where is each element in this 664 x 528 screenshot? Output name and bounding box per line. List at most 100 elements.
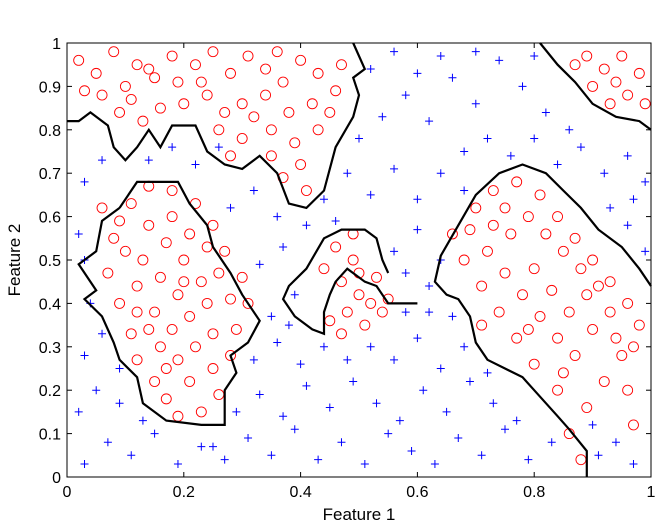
y-tick-label: 0.2 [39, 383, 61, 400]
circle-point [592, 280, 604, 292]
circle-point [143, 219, 155, 231]
plus-point [506, 151, 515, 160]
circle-point [166, 50, 178, 62]
plus-point [80, 459, 89, 468]
plus-point [290, 290, 299, 299]
plus-point [249, 186, 258, 195]
circle-point [557, 367, 569, 379]
circle-point [190, 341, 201, 353]
circle-point [604, 306, 616, 318]
plus-point [360, 459, 369, 468]
circle-point [119, 245, 131, 257]
circle-point [557, 245, 569, 257]
circle-point [236, 133, 248, 144]
decision-boundary-line [433, 163, 652, 477]
circle-point [137, 254, 149, 266]
plus-point [302, 381, 311, 390]
circle-point [195, 76, 207, 88]
plus-point [419, 386, 428, 395]
plus-point [460, 186, 469, 195]
circle-point [160, 237, 172, 249]
circle-point [540, 228, 552, 240]
circle-point [248, 111, 260, 123]
plus-point [349, 377, 358, 386]
circle-point [633, 67, 645, 79]
y-tick-label: 0.4 [39, 296, 61, 313]
y-tick-label: 0.8 [39, 123, 61, 140]
plus-point [407, 446, 416, 455]
plus-point [611, 438, 620, 447]
circle-point [149, 376, 161, 387]
circle-point [289, 137, 301, 149]
circle-point [225, 67, 236, 79]
circle-point [265, 124, 277, 136]
circle-point [184, 228, 196, 240]
plus-point [541, 108, 550, 117]
circle-point [522, 323, 534, 335]
circle-point [260, 89, 272, 101]
x-tick-label: 0.4 [289, 484, 311, 501]
circle-point [470, 202, 482, 214]
circle-point [353, 289, 365, 301]
circle-point [242, 50, 254, 62]
plus-point [319, 342, 328, 351]
y-tick-label: 0.1 [39, 427, 61, 444]
circle-point [458, 254, 470, 266]
circle-point [336, 59, 347, 71]
plus-point [530, 134, 539, 143]
circle-point [587, 323, 599, 335]
plus-point [448, 73, 457, 82]
plus-point [331, 216, 340, 225]
circle-point [96, 89, 108, 101]
circle-point [534, 189, 546, 201]
plus-point [220, 455, 229, 464]
circle-point [552, 332, 564, 344]
circle-point [318, 263, 330, 275]
circle-point [622, 384, 634, 396]
plus-point [512, 416, 521, 425]
circle-point [528, 358, 540, 370]
circle-point [219, 106, 231, 118]
circle-point [219, 245, 231, 257]
circle-point [604, 98, 616, 110]
circle-point [108, 232, 120, 244]
circle-point [312, 67, 324, 79]
y-tick-label: 1 [52, 36, 61, 53]
circle-point [108, 46, 120, 58]
plus-point [144, 156, 153, 165]
circle-point [154, 341, 166, 353]
circle-point [633, 319, 645, 331]
x-tick-label: 0.6 [406, 484, 428, 501]
circle-point [277, 76, 289, 88]
plus-point [460, 342, 469, 351]
circle-point [236, 98, 248, 110]
y-tick-label: 0.7 [39, 166, 61, 183]
circle-point [628, 341, 639, 353]
circle-point [295, 159, 307, 170]
x-tick-label: 0 [63, 484, 72, 501]
plus-point [401, 269, 410, 278]
plus-point [372, 399, 381, 408]
circle-point [499, 202, 511, 214]
plus-point [489, 399, 498, 408]
plus-point [623, 151, 632, 160]
decision-boundary-line [67, 42, 367, 210]
circle-point [131, 306, 143, 318]
plus-point [284, 321, 293, 330]
plus-point [629, 195, 638, 204]
plus-point [530, 52, 539, 61]
plus-point [226, 203, 235, 212]
circle-point [195, 276, 207, 288]
plus-point [553, 160, 562, 169]
circle-point [172, 354, 184, 366]
circle-point [324, 106, 336, 118]
plus-point [501, 425, 509, 434]
circle-point [213, 124, 225, 136]
plus-point [465, 377, 474, 386]
plus-point [413, 225, 422, 234]
circle-point [178, 98, 190, 110]
plus-point [314, 455, 323, 464]
plus-point [594, 451, 603, 460]
